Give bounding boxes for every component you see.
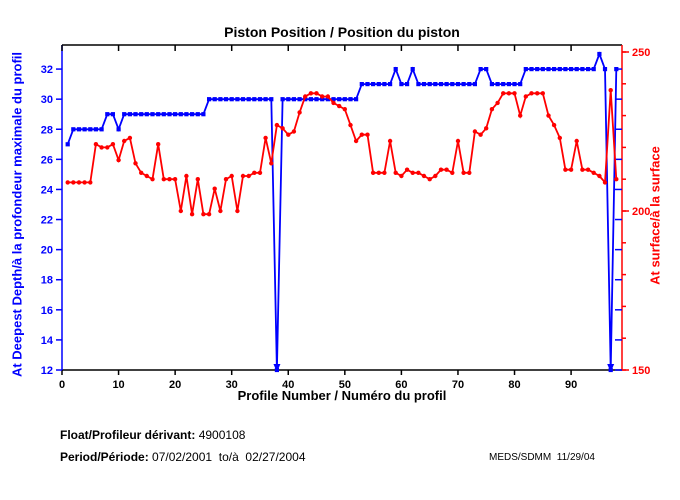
svg-text:30: 30 [41,94,53,106]
svg-text:150: 150 [632,365,650,377]
period-label: Period/Période: [60,450,149,464]
svg-text:0: 0 [59,379,65,391]
y-axis-left: 12 14 16 18 20 22 24 26 28 30 32 [41,64,622,377]
period-line: Period/Période: 07/02/2001 to/à 02/27/20… [60,450,306,464]
svg-text:32: 32 [41,64,53,76]
svg-text:30: 30 [226,379,238,391]
float-id-value: 4900108 [195,428,246,442]
credit-stamp: MEDS/SDMM 11/29/04 [489,452,595,463]
series-deepest-depth [65,51,619,373]
x-axis-label: Profile Number / Numéro du profil [237,388,447,403]
svg-text:40: 40 [282,379,294,391]
y-axis-right: 150 200 250 [622,47,650,377]
svg-text:28: 28 [41,124,53,136]
svg-text:18: 18 [41,275,53,287]
svg-text:250: 250 [632,47,650,59]
svg-text:24: 24 [41,184,54,196]
svg-text:90: 90 [565,379,577,391]
svg-text:60: 60 [395,379,407,391]
svg-text:20: 20 [169,379,181,391]
chart-title: Piston Position / Position du piston [224,24,460,40]
svg-text:70: 70 [452,379,464,391]
svg-text:14: 14 [41,335,54,347]
svg-text:10: 10 [112,379,124,391]
y-axis-right-label: At surface/à la surface [647,146,663,285]
float-id-label: Float/Profileur dérivant: [60,428,196,442]
svg-text:80: 80 [508,379,520,391]
float-id-line: Float/Profileur dérivant: 4900108 [60,428,245,442]
svg-text:200: 200 [632,206,650,218]
svg-text:20: 20 [41,245,53,257]
y-axis-left-label: At Deepest Depth/à la profondeur maximal… [9,51,25,378]
period-value: 07/02/2001 to/à 02/27/2004 [148,450,306,464]
svg-text:26: 26 [41,154,53,166]
svg-text:12: 12 [41,365,53,377]
series-surface [65,88,619,217]
svg-text:16: 16 [41,305,53,317]
svg-text:22: 22 [41,215,53,227]
x-axis: 0 10 20 30 40 50 60 70 80 90 [59,45,577,391]
svg-text:50: 50 [339,379,351,391]
